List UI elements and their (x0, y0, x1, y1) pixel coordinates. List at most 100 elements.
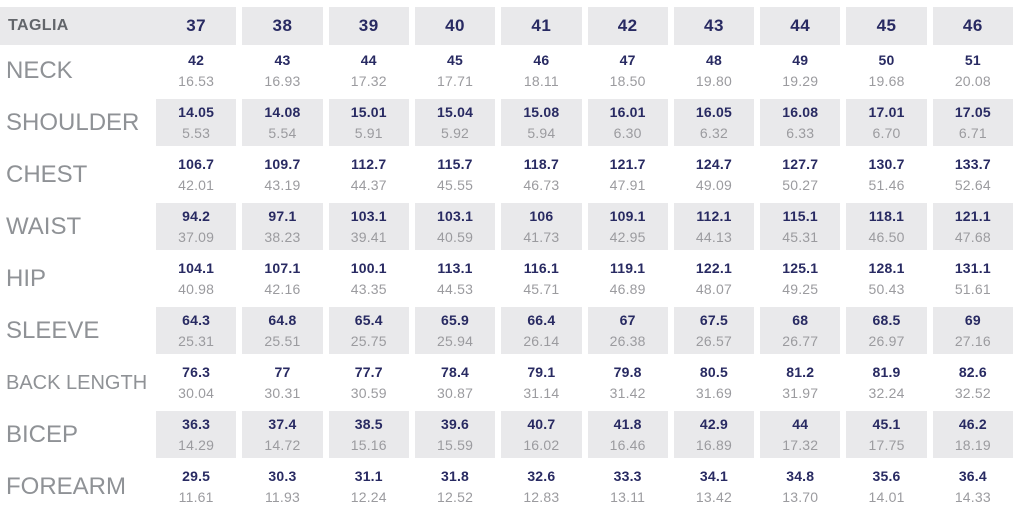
cm-value: 16.01 (609, 103, 646, 120)
measure-cell: 38.5 15.16 (328, 411, 409, 458)
inch-value: 49.25 (782, 281, 819, 297)
inch-value: 40.98 (178, 281, 215, 297)
measure-cell: 29.5 11.61 (156, 461, 236, 513)
cm-value: 32.6 (527, 468, 556, 484)
inch-value: 20.08 (954, 73, 991, 89)
inch-value: 14.01 (868, 489, 905, 505)
measure-cell: 49 19.29 (760, 45, 840, 97)
measure-cell: 125.1 49.25 (760, 253, 840, 305)
measure-cell: 77.7 30.59 (329, 357, 409, 409)
cm-value: 15.08 (523, 103, 560, 120)
cm-value: 115.7 (437, 156, 473, 172)
cm-value: 112.7 (351, 156, 387, 172)
inch-value: 30.59 (350, 385, 387, 401)
measure-cell: 106.7 42.01 (156, 149, 236, 201)
inch-value: 48.07 (695, 281, 732, 297)
inch-value: 44.53 (437, 281, 474, 297)
measure-cell: 118.1 46.50 (846, 203, 927, 250)
cm-value: 79.8 (613, 364, 642, 380)
measure-cell: 128.1 50.43 (846, 253, 926, 305)
size-column-header: 45 (846, 7, 927, 45)
cm-value: 103.1 (437, 207, 474, 224)
table-row: HIP 104.1 40.98 107.1 42.16 100.1 43.35 113.1 44… (0, 253, 1013, 305)
cm-value: 36.3 (182, 415, 211, 432)
measure-cell: 77 30.31 (242, 357, 322, 409)
inch-value: 26.97 (868, 332, 905, 349)
measure-cell: 76.3 30.04 (156, 357, 236, 409)
inch-value: 17.32 (350, 73, 387, 89)
measure-cell: 34.8 13.70 (760, 461, 840, 513)
table-row: SHOULDER 14.05 5.53 14.08 5.54 15.01 5.91 15.04… (0, 97, 1013, 149)
cm-value: 51 (964, 52, 981, 68)
inch-value: 45.71 (523, 281, 560, 297)
inch-value: 42.01 (178, 177, 215, 193)
inch-value: 16.93 (264, 73, 301, 89)
measure-cell: 69 27.16 (932, 307, 1013, 354)
cm-value: 37.4 (268, 415, 297, 432)
cm-value: 121.1 (954, 207, 991, 224)
inch-value: 18.11 (523, 73, 559, 89)
measure-cell: 78.4 30.87 (415, 357, 495, 409)
cm-value: 66.4 (527, 311, 556, 328)
inch-value: 51.61 (954, 281, 991, 297)
measure-cell: 68 26.77 (760, 307, 841, 354)
inch-value: 6.30 (613, 124, 642, 141)
cm-value: 43 (274, 52, 291, 68)
measure-cell: 67.5 26.57 (673, 307, 755, 354)
cm-value: 81.2 (786, 364, 815, 380)
measure-cell: 31.8 12.52 (415, 461, 495, 513)
inch-value: 15.59 (437, 436, 474, 453)
measure-cell: 41.8 16.46 (587, 411, 668, 458)
cm-value: 65.4 (354, 311, 383, 328)
inch-value: 42.95 (609, 228, 646, 245)
inch-value: 31.42 (609, 385, 646, 401)
measure-cell: 130.7 51.46 (846, 149, 926, 201)
measure-cell: 34.1 13.42 (674, 461, 754, 513)
cm-value: 64.3 (182, 311, 211, 328)
row-label: NECK (6, 57, 73, 84)
inch-value: 46.89 (609, 281, 646, 297)
measure-cell: 81.9 32.24 (846, 357, 926, 409)
cm-value: 125.1 (782, 260, 819, 276)
cm-value: 35.6 (872, 468, 901, 484)
measure-cell: 36.3 14.29 (156, 411, 237, 458)
measure-cell: 112.7 44.37 (329, 149, 409, 201)
row-label: SLEEVE (6, 317, 100, 344)
inch-value: 15.16 (350, 436, 387, 453)
cm-value: 82.6 (958, 364, 987, 380)
cm-value: 31.8 (441, 468, 470, 484)
inch-value: 13.11 (610, 489, 646, 505)
inch-value: 16.02 (523, 436, 560, 453)
inch-value: 12.52 (437, 489, 474, 505)
measure-cell: 121.7 47.91 (588, 149, 668, 201)
cm-value: 16.08 (782, 103, 819, 120)
header-row: TAGLIA 37 38 39 40 41 42 43 44 45 46 (0, 7, 1013, 45)
table-row: WAIST 94.2 37.09 97.1 38.23 103.1 39.41 103.1 40… (0, 201, 1013, 253)
cm-value: 69 (964, 311, 981, 328)
cm-value: 46.2 (958, 415, 987, 432)
cm-value: 79.1 (527, 364, 556, 380)
inch-value: 17.75 (868, 436, 905, 453)
inch-value: 31.97 (782, 385, 819, 401)
inch-value: 25.51 (264, 332, 301, 349)
cm-value: 116.1 (523, 260, 559, 276)
inch-value: 26.77 (782, 332, 819, 349)
size-column-header: 40 (414, 7, 496, 45)
row-label: SHOULDER (6, 109, 140, 136)
size-column-header: 44 (760, 7, 841, 45)
measure-cell: 65.9 25.94 (414, 307, 496, 354)
measure-cell: 14.05 5.53 (156, 99, 237, 146)
inch-value: 41.73 (523, 228, 560, 245)
measure-cell: 109.7 43.19 (242, 149, 322, 201)
measure-cell: 16.08 6.33 (760, 99, 841, 146)
cm-value: 17.01 (868, 103, 905, 120)
inch-value: 19.80 (695, 73, 732, 89)
measure-cell: 44 17.32 (760, 411, 841, 458)
size-column-header: 46 (932, 7, 1013, 45)
inch-value: 40.59 (437, 228, 474, 245)
cm-value: 77.7 (354, 364, 383, 380)
table-row: SLEEVE 64.3 25.31 64.8 25.51 65.4 25.75 65.9 25.… (0, 305, 1013, 357)
measure-cell: 64.8 25.51 (242, 307, 323, 354)
cm-value: 64.8 (268, 311, 297, 328)
